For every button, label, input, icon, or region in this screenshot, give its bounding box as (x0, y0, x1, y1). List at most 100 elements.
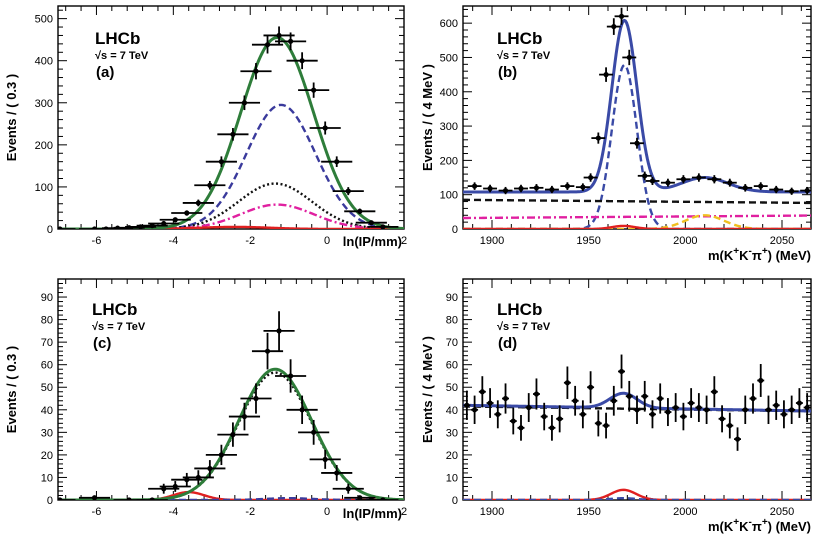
plot-frame (462, 278, 812, 501)
data-point (753, 182, 768, 190)
data-point (494, 400, 502, 429)
data-point (637, 171, 652, 181)
data-point (367, 224, 399, 229)
data-point (509, 407, 517, 435)
data-point (772, 390, 780, 420)
data-point (478, 376, 486, 408)
data-point (240, 63, 272, 80)
y-tick-label: 0 (452, 495, 458, 507)
y-axis-title: Events / ( 0.3 ) (4, 74, 19, 161)
experiment-label: LHCb (497, 29, 542, 48)
data-point (355, 220, 387, 226)
y-tick-label: 20 (41, 450, 53, 462)
fit-component-1 (58, 497, 404, 500)
y-axis-title: Events / ( 4 MeV ) (420, 64, 435, 171)
fit-component-5 (463, 224, 811, 229)
y-tick-label: 40 (41, 405, 53, 417)
y-tick-label: 50 (446, 382, 458, 394)
data-point (58, 497, 76, 500)
data-point (332, 187, 364, 196)
data-point (548, 414, 556, 441)
data-point (159, 217, 191, 223)
x-tick-label: 1950 (576, 235, 600, 247)
data-point (795, 388, 803, 418)
y-tick-label: 30 (446, 427, 458, 439)
data-point (630, 137, 644, 149)
y-tick-label: 500 (35, 14, 53, 26)
data-point (263, 26, 295, 45)
energy-label: √s = 7 TeV (497, 321, 551, 333)
data-point (263, 311, 295, 351)
data-point (741, 395, 749, 425)
y-tick-label: 100 (440, 190, 458, 202)
data-point (309, 449, 341, 469)
data-point (664, 398, 672, 427)
data-point (217, 128, 249, 141)
x-tick-label: -6 (92, 235, 102, 247)
data-point (194, 180, 226, 190)
data-point (695, 393, 703, 422)
data-point (734, 427, 742, 451)
data-point (532, 378, 540, 410)
y-tick-label: 80 (41, 315, 53, 327)
data-point (800, 186, 811, 195)
x-tick-label: -4 (168, 506, 178, 518)
data-point (579, 400, 587, 429)
y-axis-title: Events / ( 4 MeV ) (420, 336, 435, 443)
fit-component-1 (58, 103, 404, 229)
data-point (691, 173, 706, 182)
y-tick-label: 300 (35, 98, 53, 110)
data-point (113, 497, 145, 500)
fit-component-3 (58, 203, 404, 229)
plot-frame (462, 5, 812, 230)
data-point (467, 182, 482, 190)
data-point (529, 184, 544, 192)
fit-background (463, 198, 811, 205)
data-point (718, 405, 726, 433)
data-point (228, 95, 261, 111)
y-tick-label: 10 (446, 472, 458, 484)
y-tick-label: 90 (446, 292, 458, 304)
x-tick-label: 1900 (480, 235, 504, 247)
data-point (486, 388, 494, 418)
fit-component-4 (58, 490, 404, 500)
data-point (240, 383, 272, 414)
data-point (182, 470, 214, 485)
x-axis-title: ln(IP/mm) (343, 234, 402, 249)
panel-label: (c) (93, 335, 111, 352)
data-point (251, 332, 284, 370)
data-point (769, 185, 784, 194)
data-point (344, 208, 376, 215)
data-point (614, 7, 629, 25)
data-point (726, 412, 734, 439)
data-point (610, 385, 618, 416)
data-point (498, 186, 513, 195)
data-point (560, 182, 575, 190)
data-point (298, 82, 330, 98)
data-point (58, 226, 76, 229)
data-point (298, 419, 330, 445)
experiment-label: LHCb (92, 300, 137, 319)
panel-label: (b) (498, 64, 517, 81)
data-point (676, 175, 691, 184)
data-point (618, 354, 626, 389)
y-tick-label: 0 (47, 224, 53, 236)
data-point (625, 380, 633, 412)
data-point (707, 175, 722, 184)
x-tick-label: -4 (168, 235, 178, 247)
data-point (525, 393, 533, 422)
x-tick-label: -2 (245, 235, 255, 247)
data-point (228, 402, 261, 431)
data-point (78, 495, 111, 500)
data-point (471, 395, 479, 425)
data-point (514, 184, 528, 193)
data-point (275, 359, 307, 393)
y-tick-label: 90 (41, 292, 53, 304)
data-point (321, 156, 353, 167)
y-tick-label: 300 (440, 121, 458, 133)
y-tick-label: 0 (452, 224, 458, 236)
panel-a: -6 -4 -2 0 2 0 100 200 300 400 500 Events / ( 0.3 )… (4, 5, 407, 249)
data-point (275, 32, 307, 51)
data-point (556, 405, 564, 433)
